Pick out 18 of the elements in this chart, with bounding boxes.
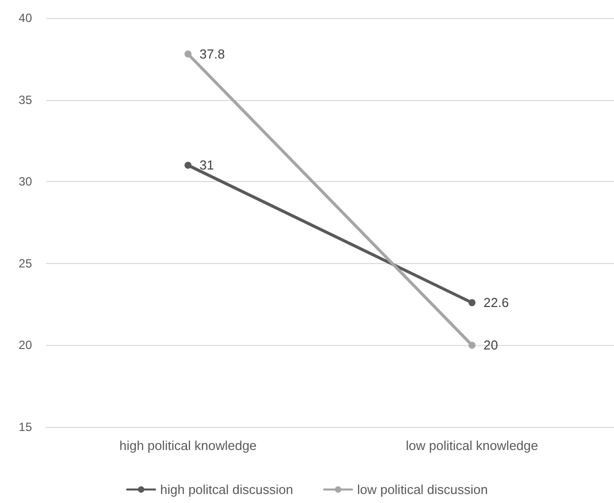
point <box>468 342 476 349</box>
point <box>468 299 476 306</box>
legend-label: low political discussion <box>357 482 488 497</box>
point <box>184 162 192 169</box>
x-tick-label: high political knowledge <box>119 438 257 453</box>
y-tick-label: 25 <box>18 256 32 270</box>
y-tick-label: 30 <box>18 174 32 189</box>
y-tick-label: 20 <box>18 338 32 352</box>
point <box>184 50 192 58</box>
data-label: 20 <box>484 338 498 353</box>
x-tick-label: low political knowledge <box>406 438 538 453</box>
data-label: 31 <box>200 158 214 173</box>
y-tick-label: 15 <box>18 420 32 434</box>
y-tick-label: 40 <box>18 11 32 25</box>
data-label: 37.8 <box>200 46 225 62</box>
y-tick-label: 35 <box>18 92 32 107</box>
data-label: 22.6 <box>484 295 509 310</box>
legend-label: high politcal discussion <box>160 482 294 497</box>
